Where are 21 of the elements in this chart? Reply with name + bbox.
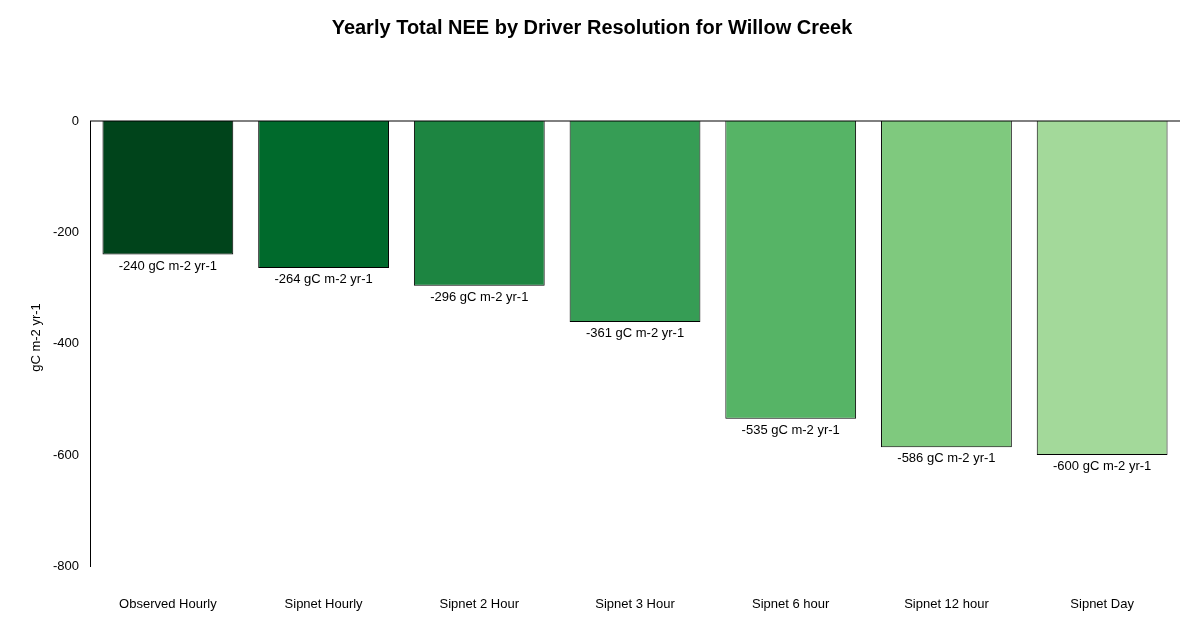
- y-tick-label: -600: [52, 446, 80, 462]
- x-tick-label: Sipnet Hourly: [284, 595, 364, 611]
- data-label: -240 gC m-2 yr-1: [118, 257, 217, 273]
- data-label: -296 gC m-2 yr-1: [430, 288, 529, 304]
- y-tick-label: -200: [52, 223, 80, 239]
- data-label: -361 gC m-2 yr-1: [585, 325, 685, 341]
- chart-title: Yearly Total NEE by Driver Resolution for Willow Creek: [330, 16, 854, 39]
- x-tick-label: Sipnet 6 hour: [752, 595, 831, 611]
- data-label: -535 gC m-2 yr-1: [741, 421, 840, 437]
- y-tick-label: -800: [52, 557, 80, 573]
- x-tick-label: Sipnet 12 hour: [904, 595, 990, 611]
- x-tick-label: Sipnet Day: [1070, 595, 1135, 611]
- y-axis-title: gC m-2 yr-1: [27, 302, 43, 374]
- data-label: -600 gC m-2 yr-1: [1053, 458, 1152, 474]
- y-tick-label: -400: [52, 335, 80, 351]
- x-tick-label: Sipnet 3 Hour: [595, 595, 676, 611]
- x-tick-label: Sipnet 2 Hour: [439, 595, 520, 611]
- data-label: -586 gC m-2 yr-1: [897, 450, 996, 466]
- y-tick-label: 0: [71, 112, 80, 128]
- x-tick-label: Observed Hourly: [119, 595, 218, 611]
- data-label: -264 gC m-2 yr-1: [274, 271, 373, 287]
